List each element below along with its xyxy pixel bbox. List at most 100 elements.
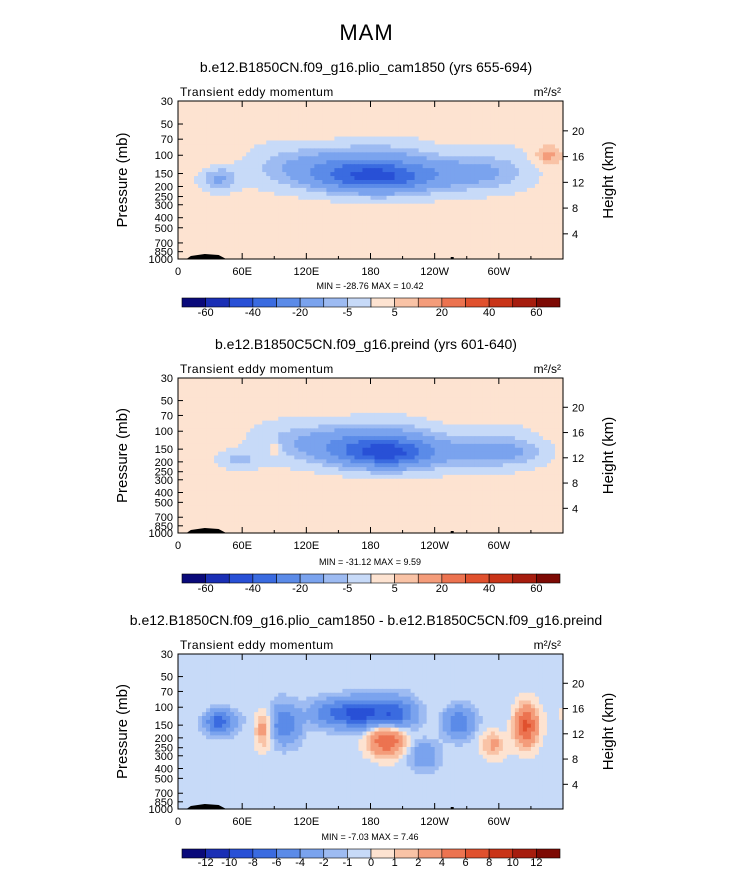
heatmap-cell [550,251,556,256]
heatmap-cell [378,180,384,185]
heatmap-cell [226,164,231,169]
heatmap-cell [178,176,183,181]
heatmap-cell [218,199,223,205]
heatmap-cell [454,124,460,130]
heatmap-cell [530,389,536,395]
heatmap-cell [226,207,231,213]
heatmap-cell [214,132,219,138]
heatmap-cell [378,140,384,146]
heatmap-cell [338,203,344,209]
heatmap-cell [390,389,396,395]
heatmap-cell [326,416,331,422]
heatmap-cell [282,101,287,106]
heatmap-cell [534,211,540,217]
heatmap-cell [442,168,448,173]
heatmap-cell [286,397,291,402]
heatmap-cell [530,401,536,406]
heatmap-cell [202,104,207,110]
heatmap-cell [310,412,315,418]
heatmap-cell [246,140,251,146]
heatmap-cell [454,203,460,209]
heatmap-cell [414,112,420,118]
heatmap-cell [222,124,227,130]
heatmap-cell [254,412,259,418]
heatmap-cell [250,381,255,387]
heatmap-cell [270,140,275,146]
heatmap-cell [390,120,396,126]
heatmap-cell [206,191,211,197]
heatmap-cell [386,128,392,134]
heatmap-cell [334,101,340,106]
heatmap-cell [406,247,412,252]
heatmap-cell [226,401,231,406]
heatmap-cell [294,116,299,122]
heatmap-cell [374,401,380,406]
heatmap-cell [254,219,259,225]
heatmap-cell [350,393,356,398]
heatmap-cell [554,412,560,418]
heatmap-cell [530,191,536,197]
heatmap-cell [202,108,207,114]
heatmap-cell [190,128,195,134]
heatmap-cell [186,389,191,395]
heatmap-cell [390,152,396,157]
heatmap-cell [390,112,396,118]
heatmap-cell [278,219,283,225]
heatmap-cell [430,381,436,387]
heatmap-cell [514,187,520,193]
heatmap-cell [486,180,492,185]
heatmap-cell [190,132,195,138]
heatmap-cell [518,128,524,134]
heatmap-cell [382,243,388,248]
heatmap-cell [438,116,444,122]
heatmap-cell [530,243,536,248]
heatmap-cell [314,168,319,173]
heatmap-cell [202,164,207,169]
heatmap-cell [234,243,239,248]
heatmap-cell [442,191,448,197]
heatmap-cell [218,195,223,201]
heatmap-cell [322,412,327,418]
heatmap-cell [350,191,356,197]
heatmap-cell [330,128,336,134]
heatmap-cell [278,405,283,410]
heatmap-cell [426,136,432,142]
heatmap-cell [466,156,472,161]
heatmap-cell [482,381,488,387]
heatmap-cell [334,255,340,260]
heatmap-cell [342,191,348,197]
heatmap-cell [234,191,239,197]
heatmap-cell [538,183,544,189]
heatmap-cell [370,101,376,106]
heatmap-cell [206,389,211,395]
heatmap-cell [418,132,424,138]
heatmap-cell [274,239,279,244]
heatmap-cell [246,148,251,153]
heatmap-cell [394,235,400,240]
heatmap-cell [330,255,336,260]
heatmap-cell [322,393,327,398]
heatmap-cell [274,401,279,406]
heatmap-cell [478,219,484,225]
heatmap-cell [498,112,504,118]
heatmap-cell [374,164,380,169]
heatmap-cell [206,247,211,252]
heatmap-cell [210,397,215,402]
heatmap-cell [462,172,468,177]
heatmap-cell [346,416,352,422]
heatmap-cell [290,156,295,161]
heatmap-cell [390,235,396,240]
heatmap-cell [398,207,404,213]
x-tick-label: 60W [488,266,511,278]
heatmap-cell [334,160,340,165]
heatmap-cell [250,223,255,228]
heatmap-cell [530,183,536,189]
heatmap-cell [350,405,356,410]
heatmap-cell [270,136,275,142]
heatmap-cell [442,397,448,402]
heatmap-cell [482,120,488,126]
heatmap-cell [178,203,183,209]
heatmap-cell [354,235,360,240]
heatmap-cell [302,397,307,402]
heatmap-cell [538,207,544,213]
